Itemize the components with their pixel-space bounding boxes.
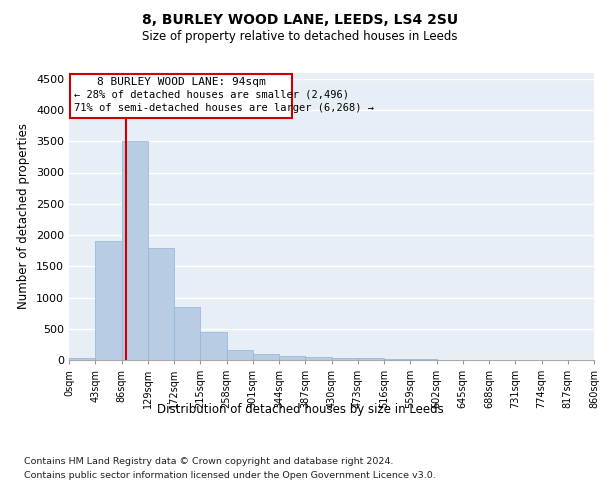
Bar bbox=[253, 354, 279, 360]
Text: Size of property relative to detached houses in Leeds: Size of property relative to detached ho… bbox=[142, 30, 458, 43]
Text: Distribution of detached houses by size in Leeds: Distribution of detached houses by size … bbox=[157, 402, 443, 415]
Bar bbox=[200, 332, 227, 360]
Bar bbox=[121, 141, 148, 360]
Text: ← 28% of detached houses are smaller (2,496): ← 28% of detached houses are smaller (2,… bbox=[74, 90, 349, 100]
Bar bbox=[279, 356, 305, 360]
Bar bbox=[69, 358, 95, 360]
Text: 71% of semi-detached houses are larger (6,268) →: 71% of semi-detached houses are larger (… bbox=[74, 103, 374, 113]
Text: Contains public sector information licensed under the Open Government Licence v3: Contains public sector information licen… bbox=[24, 471, 436, 480]
Y-axis label: Number of detached properties: Number of detached properties bbox=[17, 123, 31, 309]
Bar bbox=[95, 242, 121, 360]
Bar bbox=[358, 358, 384, 360]
Bar bbox=[227, 350, 253, 360]
Bar bbox=[148, 248, 174, 360]
Bar bbox=[174, 307, 200, 360]
Bar bbox=[305, 356, 331, 360]
FancyBboxPatch shape bbox=[70, 74, 292, 118]
Text: 8, BURLEY WOOD LANE, LEEDS, LS4 2SU: 8, BURLEY WOOD LANE, LEEDS, LS4 2SU bbox=[142, 12, 458, 26]
Text: 8 BURLEY WOOD LANE: 94sqm: 8 BURLEY WOOD LANE: 94sqm bbox=[97, 77, 265, 87]
Bar bbox=[384, 359, 410, 360]
Text: Contains HM Land Registry data © Crown copyright and database right 2024.: Contains HM Land Registry data © Crown c… bbox=[24, 458, 394, 466]
Bar bbox=[331, 358, 358, 360]
